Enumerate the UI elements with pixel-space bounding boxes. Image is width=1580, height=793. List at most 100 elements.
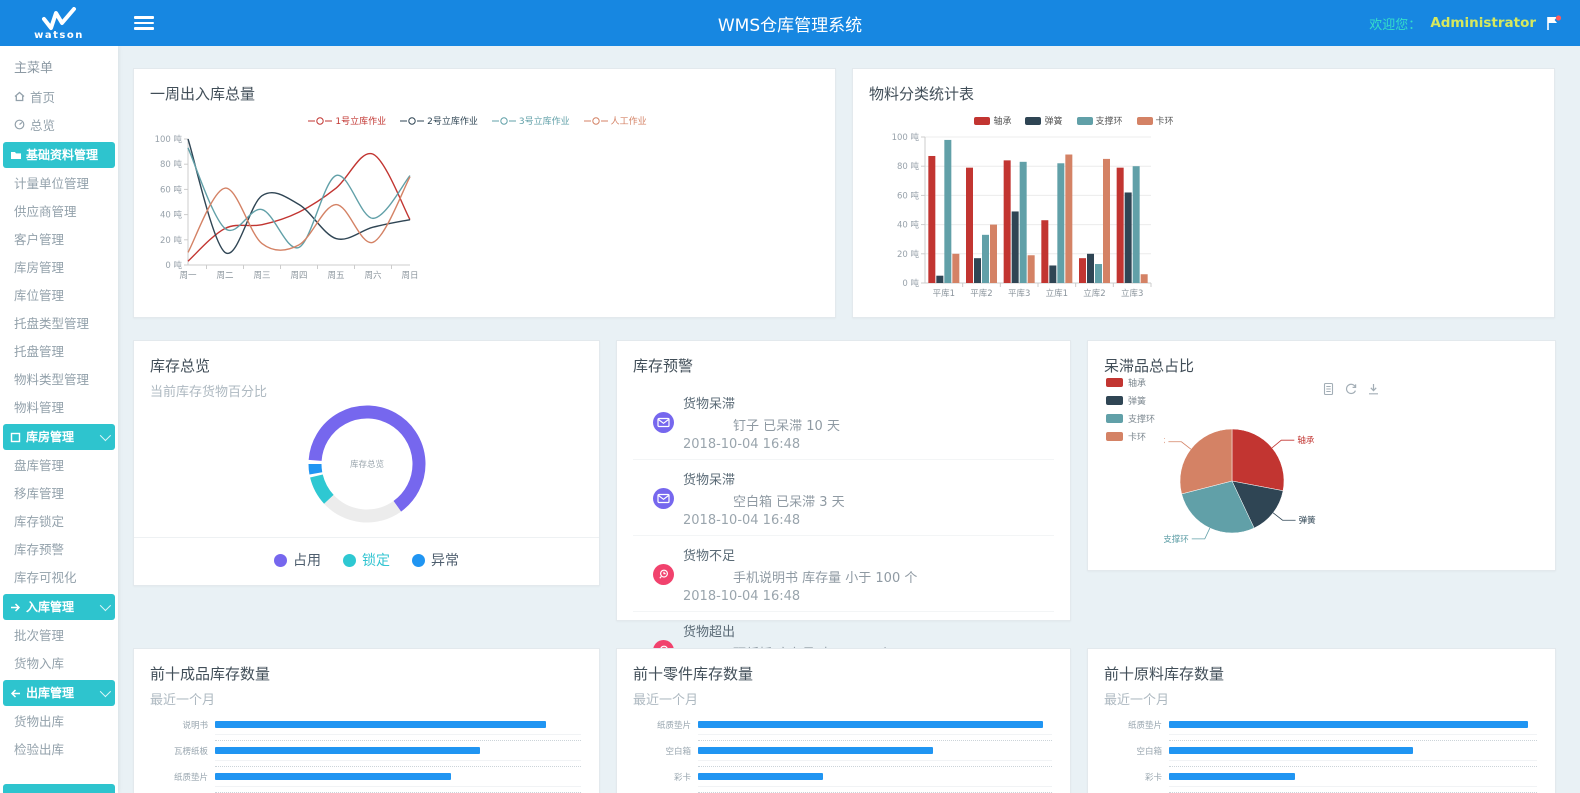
donut-legend-锁定[interactable]: 锁定 [343,550,390,570]
legend-item-卡环[interactable]: 卡环 [1136,114,1174,127]
sidebar-item-4[interactable]: 供应商管理 [0,198,118,226]
card-title: 前十零件库存数量 [633,665,754,683]
svg-text:立库2: 立库2 [1083,288,1105,299]
sidebar-item-5[interactable]: 客户管理 [0,226,118,254]
hamburger-icon[interactable] [134,13,154,33]
svg-text:20 吨: 20 吨 [897,249,920,260]
home-icon [14,91,27,102]
line-chart-legend: 1号立库作业 2号立库作业 3号立库作业 人工作业 [150,114,805,127]
alert-text: 钉子 已呆滞 10 天 [733,419,840,434]
pie-legend-轴承[interactable]: 轴承 [1106,376,1155,389]
sidebar-item-12[interactable]: 库房管理 [3,424,115,450]
svg-text:轴承: 轴承 [1297,435,1315,446]
svg-text:立库1: 立库1 [1046,288,1068,299]
alert-item-1[interactable]: 货物呆滞 空白箱 已呆滞 3 天 2018-10-04 16:48 [633,459,1054,535]
card-title: 呆滞品总占比 [1104,357,1195,375]
sidebar-item-1[interactable]: 总览 [0,112,118,140]
hbar-row-彩卡: 彩卡 [1104,772,1539,783]
sidebar-item-18[interactable]: 入库管理 [3,594,115,620]
pie-legend-卡环[interactable]: 卡环 [1106,430,1155,443]
sidebar-item-label: 计量单位管理 [14,176,90,191]
sidebar-item-label: 客户管理 [14,232,65,247]
download-icon[interactable] [1367,382,1380,396]
pie-legend-弹簧[interactable]: 弹簧 [1106,394,1155,407]
donut-legend-占用[interactable]: 占用 [274,550,321,570]
sidebar-item-label: 库存可视化 [14,570,77,585]
alert-item-2[interactable]: 货物不足 手机说明书 库存量 小于 100 个 2018-10-04 16:48 [633,535,1054,611]
sidebar-item-partial[interactable] [3,784,115,793]
card-weekly-io: 一周出入库总量 1号立库作业 2号立库作业 3号立库作业 人工作业 0 吨 20 吨 40… [133,68,836,318]
sidebar-item-20[interactable]: 货物入库 [0,650,118,678]
flag-icon[interactable] [1545,15,1562,31]
watson-logo-icon [41,6,77,31]
card-title: 库存总览 [150,357,211,375]
alert-time: 2018-10-04 16:48 [683,513,801,528]
data-view-icon[interactable] [1322,382,1335,396]
inventory-donut-chart: 库存总览 [308,405,425,523]
username[interactable]: Administrator [1430,15,1536,31]
sidebar-menu: 首页 总览 基础资料管理 计量单位管理 供应商管理 客户管理 库房管理 库位管理 托盘类型管理托… [0,84,118,764]
sidebar-item-label: 物料类型管理 [14,372,90,387]
alert-title: 货物呆滞 [683,473,736,488]
legend-item-支撑环[interactable]: 支撑环 [1076,114,1123,127]
sidebar-item-22[interactable]: 货物出库 [0,708,118,736]
sidebar-item-label: 供应商管理 [14,204,77,219]
sidebar-item-label: 首页 [30,90,56,105]
folder-icon [10,150,23,160]
sidebar-item-21[interactable]: 出库管理 [3,680,115,706]
sidebar-item-3[interactable]: 计量单位管理 [0,170,118,198]
hbar-row-空白箱: 空白箱 [633,746,1054,757]
sidebar-item-label: 物料管理 [14,400,65,415]
alert-item-0[interactable]: 货物呆滞 钉子 已呆滞 10 天 2018-10-04 16:48 [633,384,1054,459]
svg-text:0 吨: 0 吨 [902,278,919,289]
legend-item-1号立库作业[interactable]: 1号立库作业 [308,114,386,127]
top-parts-hbar-chart: 纸质垫片空白箱彩卡说明书 [633,720,1054,793]
hbar-row-纸质垫片: 纸质垫片 [1104,720,1539,731]
sidebar-item-16[interactable]: 库存预警 [0,536,118,564]
donut-legend-异常[interactable]: 异常 [412,550,459,570]
svg-text:平库1: 平库1 [933,288,955,299]
hbar-label: 纸质垫片 [1127,720,1162,731]
sidebar-item-15[interactable]: 库存锁定 [0,508,118,536]
svg-text:80 吨: 80 吨 [160,159,183,170]
svg-text:20 吨: 20 吨 [160,235,183,246]
weekly-io-line-chart: 0 吨 20 吨 40 吨 60 吨 80 吨 100 吨周一 周二 周三 周四 周五 周六 周日 [155,134,419,281]
hbar-label: 彩卡 [1144,772,1162,783]
sidebar-item-0[interactable]: 首页 [0,84,118,112]
svg-text:周一: 周一 [179,271,197,281]
sidebar-item-9[interactable]: 托盘管理 [0,338,118,366]
sidebar-item-2[interactable]: 基础资料管理 [3,142,115,168]
legend-item-3号立库作业[interactable]: 3号立库作业 [491,114,570,127]
legend-item-人工作业[interactable]: 人工作业 [583,114,647,127]
sidebar-item-19[interactable]: 批次管理 [0,622,118,650]
bar-chart-legend: 轴承 弹簧 支撑环 卡环 [869,114,1279,127]
svg-text:周三: 周三 [253,271,270,281]
hbar-label: 彩卡 [673,772,691,783]
sidebar-item-11[interactable]: 物料管理 [0,394,118,422]
sidebar-item-7[interactable]: 库位管理 [0,282,118,310]
sidebar-item-17[interactable]: 库存可视化 [0,564,118,592]
legend-item-弹簧[interactable]: 弹簧 [1025,114,1063,127]
brand-logo[interactable]: watson [0,0,118,46]
hbar-track [698,773,1054,780]
legend-item-轴承[interactable]: 轴承 [974,114,1011,127]
refresh-icon[interactable] [1344,382,1358,396]
brand-name: watson [34,29,84,41]
sidebar-item-8[interactable]: 托盘类型管理 [0,310,118,338]
sidebar-item-label: 库存锁定 [14,514,65,529]
svg-text:弹簧: 弹簧 [1299,515,1317,526]
sidebar-item-10[interactable]: 物料类型管理 [0,366,118,394]
card-subtitle: 最近一个月 [1104,693,1170,708]
sidebar-item-23[interactable]: 检验出库 [0,736,118,764]
svg-text:60 吨: 60 吨 [160,184,183,195]
svg-text:40 吨: 40 吨 [897,220,920,231]
sidebar-item-label: 入库管理 [26,600,75,614]
hbar-track [215,747,583,754]
sidebar-item-14[interactable]: 移库管理 [0,480,118,508]
sidebar-item-6[interactable]: 库房管理 [0,254,118,282]
legend-item-2号立库作业[interactable]: 2号立库作业 [400,114,478,127]
top-finished-hbar-chart: 说明书瓦楞纸板纸质垫片空白箱 [150,720,583,793]
pie-legend-支撑环[interactable]: 支撑环 [1106,412,1155,425]
svg-text:周二: 周二 [216,271,234,281]
sidebar-item-13[interactable]: 盘库管理 [0,452,118,480]
